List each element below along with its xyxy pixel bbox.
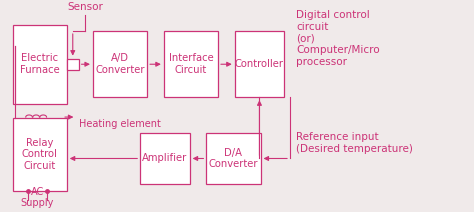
Text: A/D
Converter: A/D Converter	[95, 53, 145, 75]
Text: Amplifier: Amplifier	[142, 153, 188, 163]
Text: Electric
Furnace: Electric Furnace	[20, 53, 60, 75]
Bar	[12, 118, 67, 191]
Text: Controller: Controller	[235, 59, 284, 69]
Text: Sensor: Sensor	[67, 3, 103, 13]
Bar	[206, 132, 261, 184]
Text: Digital control
circuit
(or)
Computer/Micro
processor: Digital control circuit (or) Computer/Mi…	[296, 10, 380, 67]
Text: Relay
Control
Circuit: Relay Control Circuit	[22, 138, 58, 171]
Bar	[93, 31, 147, 97]
Bar	[235, 31, 284, 97]
Text: AC
Supply: AC Supply	[21, 187, 54, 208]
Bar	[12, 25, 67, 104]
Bar	[140, 132, 190, 184]
Text: Heating element: Heating element	[79, 119, 161, 129]
Bar	[67, 59, 79, 70]
Bar	[164, 31, 218, 97]
Text: D/A
Converter: D/A Converter	[209, 148, 258, 169]
Text: Reference input
(Desired temperature): Reference input (Desired temperature)	[296, 132, 413, 154]
Text: Interface
Circuit: Interface Circuit	[169, 53, 213, 75]
